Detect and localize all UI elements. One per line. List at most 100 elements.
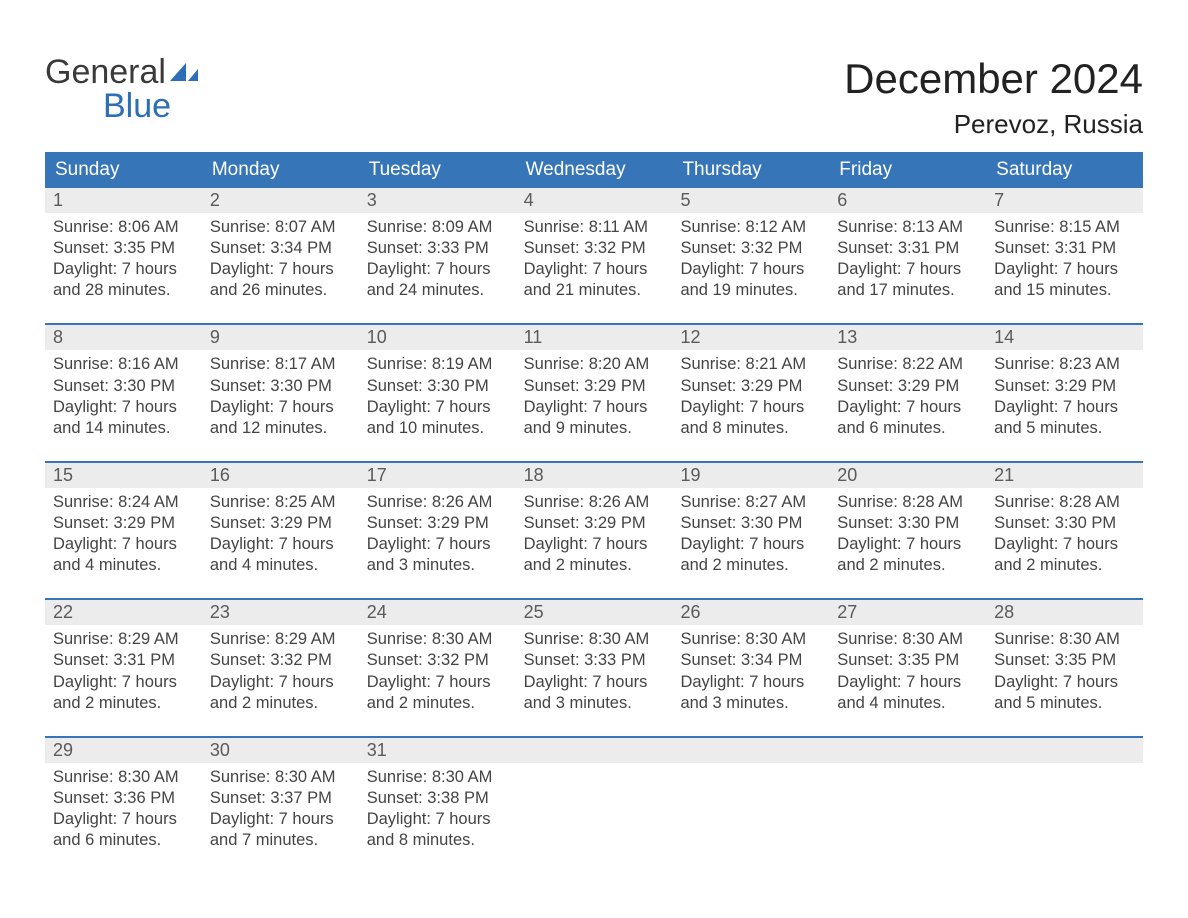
sunrise-line: Sunrise: 8:15 AM [994,217,1135,238]
sunset-line: Sunset: 3:30 PM [53,376,194,397]
day-body: Sunrise: 8:27 AMSunset: 3:30 PMDaylight:… [672,488,829,584]
day-cell: 27Sunrise: 8:30 AMSunset: 3:35 PMDayligh… [829,600,986,721]
sunrise-line: Sunrise: 8:21 AM [680,354,821,375]
day-cell: 22Sunrise: 8:29 AMSunset: 3:31 PMDayligh… [45,600,202,721]
sunset-line: Sunset: 3:29 PM [367,513,508,534]
day-number: 19 [672,463,829,488]
day-number: 28 [986,600,1143,625]
dow-tuesday: Tuesday [359,152,516,188]
day-cell: 28Sunrise: 8:30 AMSunset: 3:35 PMDayligh… [986,600,1143,721]
day-number: 21 [986,463,1143,488]
daylight-line: Daylight: 7 hours and 5 minutes. [994,397,1135,439]
sunrise-line: Sunrise: 8:20 AM [524,354,665,375]
sunrise-line: Sunrise: 8:07 AM [210,217,351,238]
day-cell: 31Sunrise: 8:30 AMSunset: 3:38 PMDayligh… [359,738,516,859]
day-body: Sunrise: 8:07 AMSunset: 3:34 PMDaylight:… [202,213,359,309]
sunrise-line: Sunrise: 8:28 AM [837,492,978,513]
day-number: 5 [672,188,829,213]
sunset-line: Sunset: 3:33 PM [367,238,508,259]
sunset-line: Sunset: 3:30 PM [367,376,508,397]
day-body: Sunrise: 8:26 AMSunset: 3:29 PMDaylight:… [359,488,516,584]
sunset-line: Sunset: 3:29 PM [524,376,665,397]
day-cell: 10Sunrise: 8:19 AMSunset: 3:30 PMDayligh… [359,325,516,446]
sunset-line: Sunset: 3:31 PM [994,238,1135,259]
day-body: Sunrise: 8:30 AMSunset: 3:35 PMDaylight:… [986,625,1143,721]
day-cell: 16Sunrise: 8:25 AMSunset: 3:29 PMDayligh… [202,463,359,584]
sunrise-line: Sunrise: 8:27 AM [680,492,821,513]
sunset-line: Sunset: 3:29 PM [210,513,351,534]
sunrise-line: Sunrise: 8:29 AM [210,629,351,650]
day-number: 23 [202,600,359,625]
day-number: 25 [516,600,673,625]
day-number: 12 [672,325,829,350]
sunset-line: Sunset: 3:29 PM [53,513,194,534]
day-number [829,738,986,763]
day-body: Sunrise: 8:30 AMSunset: 3:32 PMDaylight:… [359,625,516,721]
daylight-line: Daylight: 7 hours and 19 minutes. [680,259,821,301]
day-number: 7 [986,188,1143,213]
week-row: 15Sunrise: 8:24 AMSunset: 3:29 PMDayligh… [45,461,1143,584]
sunset-line: Sunset: 3:36 PM [53,788,194,809]
sunset-line: Sunset: 3:38 PM [367,788,508,809]
daylight-line: Daylight: 7 hours and 9 minutes. [524,397,665,439]
sunset-line: Sunset: 3:34 PM [210,238,351,259]
day-number: 4 [516,188,673,213]
day-number: 1 [45,188,202,213]
dow-monday: Monday [202,152,359,188]
day-number: 9 [202,325,359,350]
sunrise-line: Sunrise: 8:30 AM [524,629,665,650]
week-row: 22Sunrise: 8:29 AMSunset: 3:31 PMDayligh… [45,598,1143,721]
daylight-line: Daylight: 7 hours and 26 minutes. [210,259,351,301]
sunrise-line: Sunrise: 8:09 AM [367,217,508,238]
day-cell: 17Sunrise: 8:26 AMSunset: 3:29 PMDayligh… [359,463,516,584]
daylight-line: Daylight: 7 hours and 15 minutes. [994,259,1135,301]
sunrise-line: Sunrise: 8:19 AM [367,354,508,375]
sunrise-line: Sunrise: 8:06 AM [53,217,194,238]
day-cell: 12Sunrise: 8:21 AMSunset: 3:29 PMDayligh… [672,325,829,446]
daylight-line: Daylight: 7 hours and 14 minutes. [53,397,194,439]
day-body: Sunrise: 8:30 AMSunset: 3:34 PMDaylight:… [672,625,829,721]
day-body: Sunrise: 8:28 AMSunset: 3:30 PMDaylight:… [986,488,1143,584]
sunrise-line: Sunrise: 8:30 AM [367,767,508,788]
sunset-line: Sunset: 3:35 PM [53,238,194,259]
day-cell: 5Sunrise: 8:12 AMSunset: 3:32 PMDaylight… [672,188,829,309]
sunrise-line: Sunrise: 8:23 AM [994,354,1135,375]
day-cell: 9Sunrise: 8:17 AMSunset: 3:30 PMDaylight… [202,325,359,446]
sunset-line: Sunset: 3:29 PM [837,376,978,397]
sunset-line: Sunset: 3:30 PM [837,513,978,534]
day-cell: 8Sunrise: 8:16 AMSunset: 3:30 PMDaylight… [45,325,202,446]
day-cell: 2Sunrise: 8:07 AMSunset: 3:34 PMDaylight… [202,188,359,309]
day-body: Sunrise: 8:30 AMSunset: 3:33 PMDaylight:… [516,625,673,721]
sunrise-line: Sunrise: 8:28 AM [994,492,1135,513]
page: General Blue December 2024 Perevoz, Russ… [0,0,1188,899]
day-body: Sunrise: 8:30 AMSunset: 3:36 PMDaylight:… [45,763,202,859]
dow-row: SundayMondayTuesdayWednesdayThursdayFrid… [45,152,1143,188]
week-row: 8Sunrise: 8:16 AMSunset: 3:30 PMDaylight… [45,323,1143,446]
day-body: Sunrise: 8:19 AMSunset: 3:30 PMDaylight:… [359,350,516,446]
calendar: SundayMondayTuesdayWednesdayThursdayFrid… [45,152,1143,859]
day-number: 13 [829,325,986,350]
day-cell: 25Sunrise: 8:30 AMSunset: 3:33 PMDayligh… [516,600,673,721]
sunset-line: Sunset: 3:37 PM [210,788,351,809]
daylight-line: Daylight: 7 hours and 2 minutes. [680,534,821,576]
day-number [986,738,1143,763]
day-number: 10 [359,325,516,350]
dow-saturday: Saturday [986,152,1143,188]
sunrise-line: Sunrise: 8:26 AM [524,492,665,513]
sunset-line: Sunset: 3:31 PM [837,238,978,259]
daylight-line: Daylight: 7 hours and 2 minutes. [524,534,665,576]
title-block: December 2024 Perevoz, Russia [844,55,1143,140]
daylight-line: Daylight: 7 hours and 3 minutes. [524,672,665,714]
daylight-line: Daylight: 7 hours and 12 minutes. [210,397,351,439]
daylight-line: Daylight: 7 hours and 28 minutes. [53,259,194,301]
day-number: 26 [672,600,829,625]
day-body: Sunrise: 8:23 AMSunset: 3:29 PMDaylight:… [986,350,1143,446]
dow-wednesday: Wednesday [516,152,673,188]
day-number: 30 [202,738,359,763]
logo-word-1: General [45,53,166,91]
sunset-line: Sunset: 3:34 PM [680,650,821,671]
sunset-line: Sunset: 3:30 PM [680,513,821,534]
daylight-line: Daylight: 7 hours and 7 minutes. [210,809,351,851]
day-number [516,738,673,763]
sunset-line: Sunset: 3:29 PM [524,513,665,534]
